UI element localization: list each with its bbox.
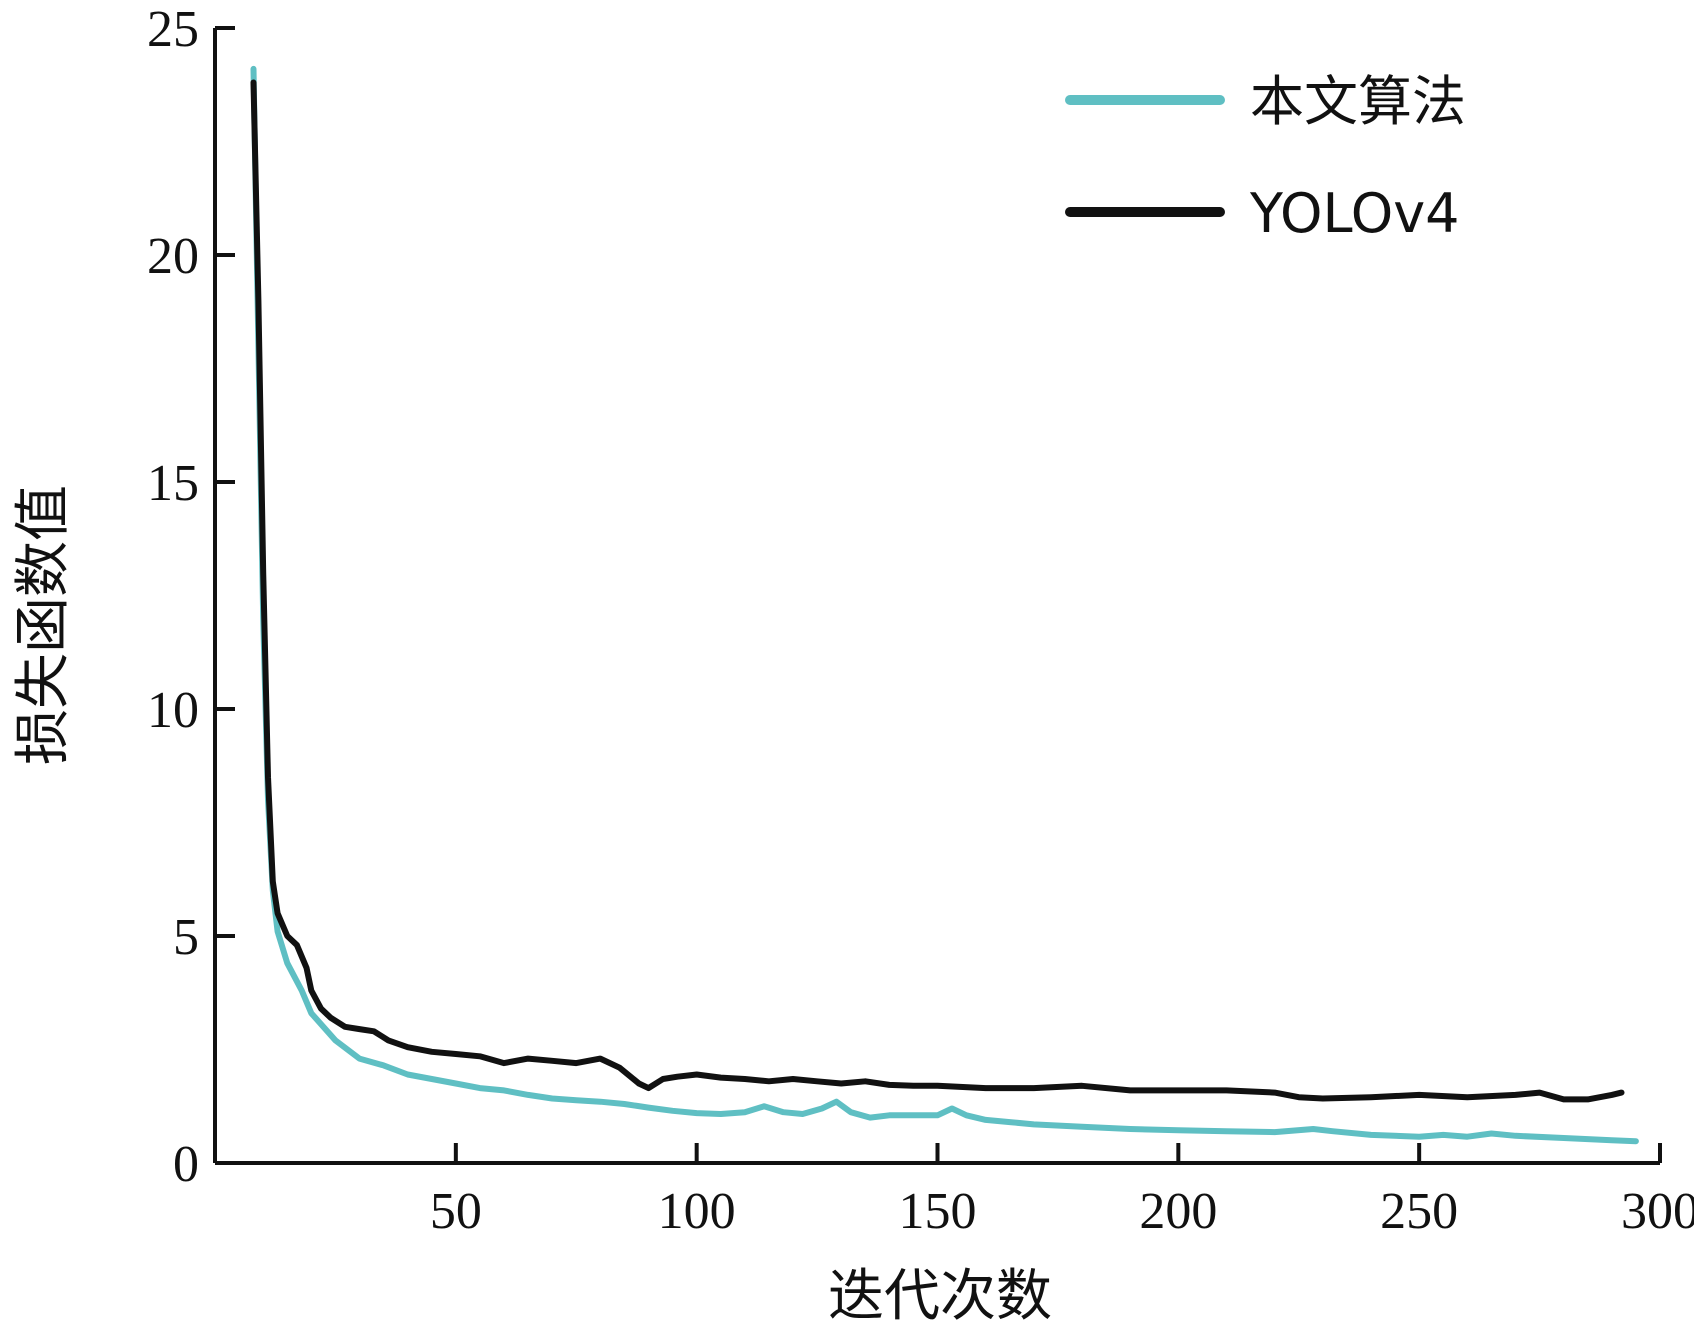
legend-label-0: 本文算法 (1250, 70, 1466, 133)
x-tick-label: 100 (658, 1183, 736, 1240)
y-ticks: 0 5 10 15 20 25 (147, 1, 235, 1193)
x-ticks: 50 100 150 200 250 300 (430, 1143, 1694, 1240)
y-tick-label: 20 (147, 228, 199, 285)
x-tick-label: 300 (1621, 1183, 1694, 1240)
x-tick-label: 150 (899, 1183, 977, 1240)
series-line-0 (250, 65, 1639, 1145)
series-line-1 (250, 79, 1625, 1103)
y-tick-label: 5 (173, 909, 199, 966)
y-tick-label: 15 (147, 455, 199, 512)
y-axis-label: 损失函数值 (11, 485, 76, 765)
legend: 本文算法 YOLOv4 (1065, 70, 1466, 245)
x-tick-label: 50 (430, 1183, 482, 1240)
y-tick-label: 0 (173, 1136, 199, 1193)
y-tick-label: 25 (147, 1, 199, 58)
series-lines (250, 65, 1639, 1145)
x-tick-label: 200 (1139, 1183, 1217, 1240)
x-axis-label: 迭代次数 (828, 1264, 1052, 1329)
y-tick-label: 10 (147, 682, 199, 739)
x-tick-label: 250 (1380, 1183, 1458, 1240)
legend-label-1: YOLOv4 (1249, 182, 1460, 245)
